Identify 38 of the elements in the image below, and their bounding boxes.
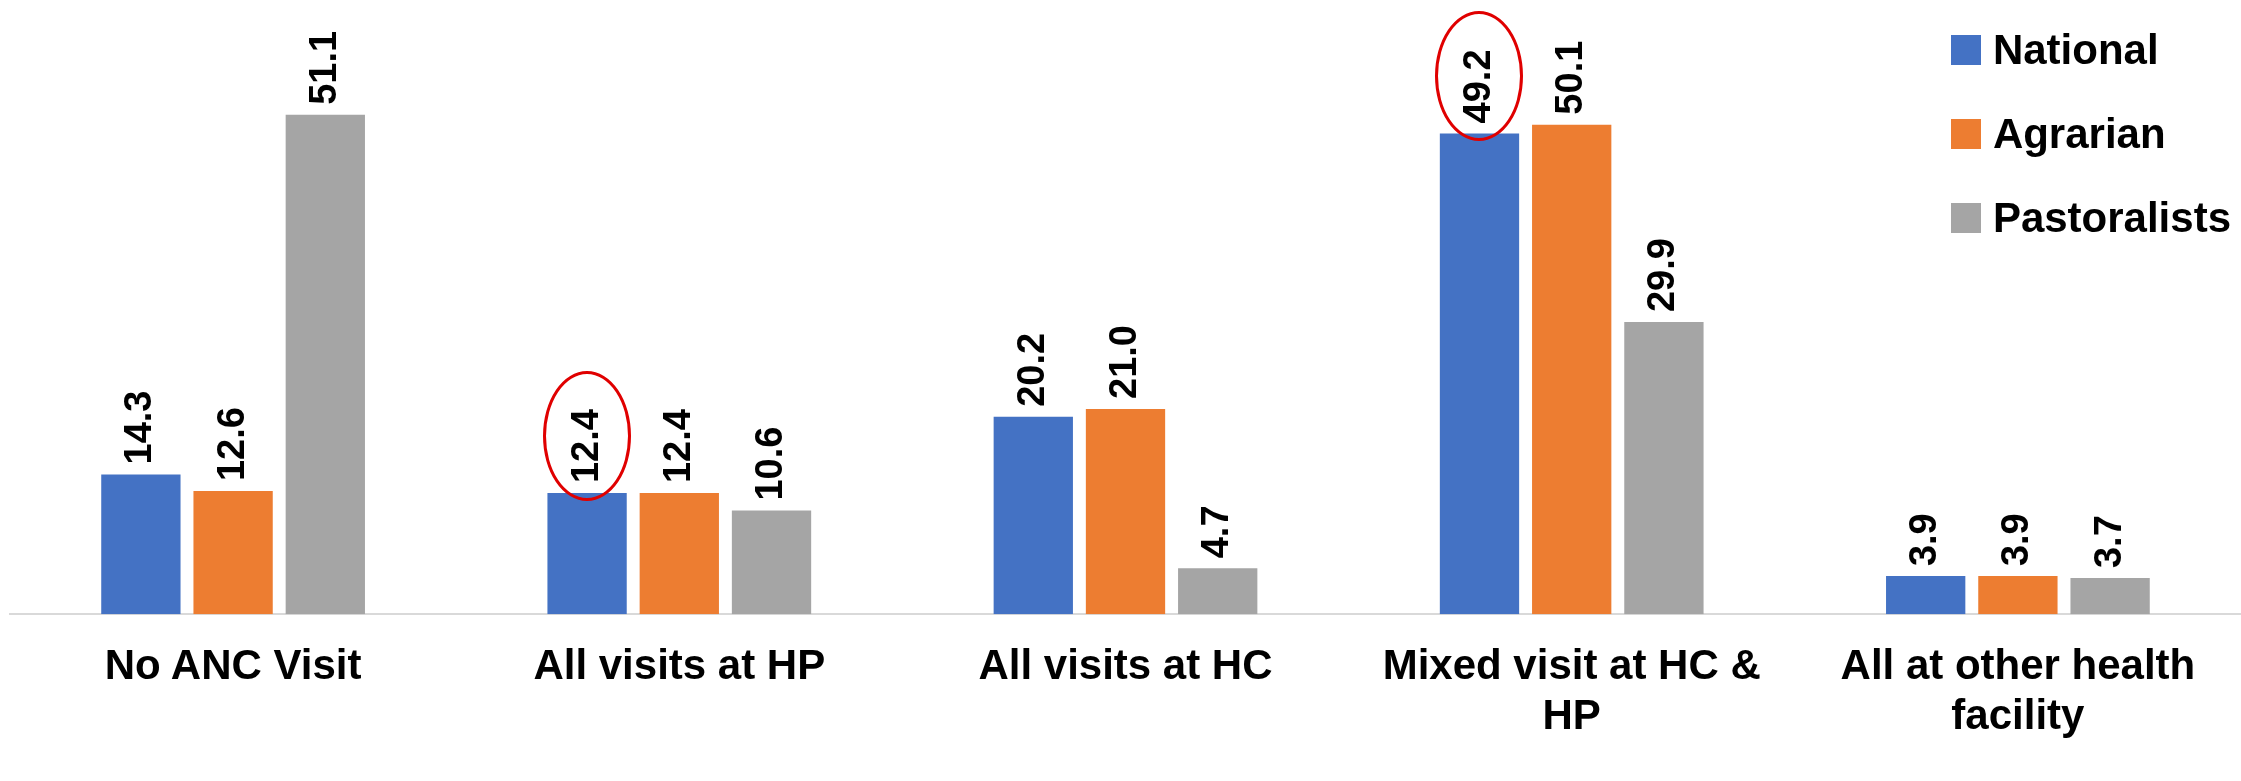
bar [101,474,181,615]
data-label: 14.3 [117,390,160,465]
data-label: 3.9 [1994,513,2037,567]
data-label: 49.2 [1455,49,1498,124]
bar [1178,568,1258,615]
bar [1439,133,1520,615]
bar [1978,576,2058,615]
x-tick-label: No ANC Visit [104,640,362,688]
data-label: 50.1 [1548,40,1591,115]
legend-label: Agrarian [1992,110,2166,158]
data-label: 10.6 [748,426,790,501]
data-label: 12.6 [209,407,252,482]
data-label: 12.4 [563,409,606,484]
data-label: 3.7 [2086,515,2129,569]
data-label: 4.7 [1194,505,1237,559]
x-tick-label: All visits at HP [533,640,826,688]
bar [547,493,627,615]
data-label: 12.4 [655,409,698,484]
data-label: 3.9 [1902,513,1945,567]
bar [731,510,812,615]
data-label: 51.1 [301,30,344,105]
legend-label: Pastoralists [1992,194,2231,242]
bar [285,114,365,615]
bar [1532,124,1612,615]
data-label: 29.9 [1640,238,1683,313]
x-tick-label: All at other health facility [1840,640,2196,739]
bar [1886,576,1966,615]
bar [1624,322,1704,615]
legend-label: National [1992,26,2159,74]
x-tick-label: All visits at HC [978,640,1273,688]
data-label: 20.2 [1009,332,1052,407]
bar [193,491,273,615]
bar [2070,578,2150,615]
x-tick-label: Mixed visit at HC & HP [1382,640,1761,739]
bar [639,493,719,615]
bar [993,416,1073,615]
data-label: 21.0 [1101,325,1144,399]
bar [1085,408,1166,615]
